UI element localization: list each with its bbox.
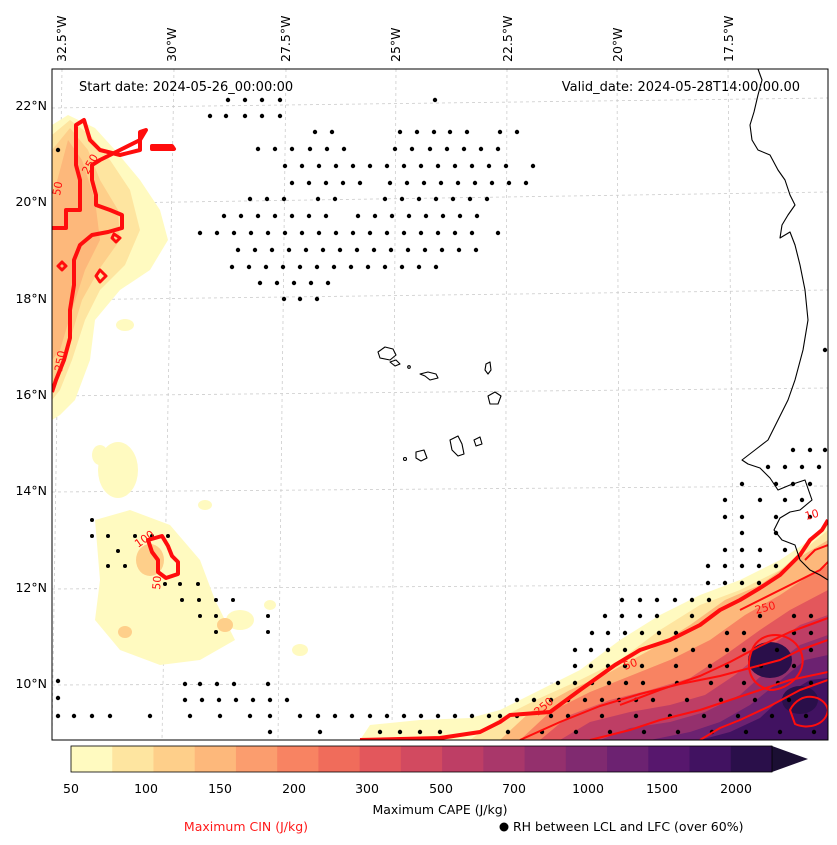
colorbar-tick-label: 50 (63, 781, 79, 796)
colorbar-cell (524, 746, 567, 772)
colorbar-cell (442, 746, 484, 772)
africa-coastline (741, 69, 828, 581)
lat-label: 18°N (15, 291, 47, 306)
lon-label: 22.5°W (500, 16, 515, 62)
lat-label: 12°N (15, 580, 47, 595)
colorbar-cell (483, 746, 526, 772)
cape-verde-island (487, 391, 502, 405)
colorbar-cell (235, 746, 278, 772)
lat-label: 14°N (15, 483, 47, 498)
rh-dots-southeast (497, 347, 828, 735)
cape-verde-island (415, 449, 428, 462)
colorbar-tick-label: 1000 (572, 781, 604, 796)
cape-verde-island (407, 365, 411, 369)
colorbar-tick-label: 300 (355, 781, 379, 796)
colorbar-cells (71, 746, 773, 772)
lat-label: 20°N (15, 194, 47, 209)
colorbar-cell (71, 746, 113, 772)
contour-label: 250 (52, 350, 68, 373)
colorbar-cell (153, 746, 196, 772)
cape-verde-island (402, 456, 408, 462)
lon-label: 27.5°W (278, 16, 293, 62)
rh-legend-label: RH between LCL and LFC (over 60%) (513, 819, 743, 834)
contour-label: 10 (803, 507, 820, 523)
lon-label: 32.5°W (54, 16, 69, 62)
colorbar-tick-label: 2000 (720, 781, 752, 796)
map-border (51, 68, 829, 741)
colorbar-title: Maximum CAPE (J/kg) (372, 802, 507, 817)
lat-label: 10°N (15, 676, 47, 691)
cape-verde-island (419, 371, 439, 381)
cin-legend-label: Maximum CIN (J/kg) (184, 819, 308, 834)
colorbar-cell (359, 746, 402, 772)
colorbar-cell (730, 746, 773, 772)
colorbar-cell (565, 746, 608, 772)
colorbar-cell (607, 746, 649, 772)
lat-label: 16°N (15, 387, 47, 402)
colorbar-cell (648, 746, 691, 772)
colorbar-cell (112, 746, 154, 772)
lon-label: 25°W (388, 27, 403, 62)
contour-label: 50 (150, 575, 164, 590)
longitude-labels: 32.5°W 30°W 27.5°W 25°W 22.5°W 20°W 17.5… (54, 16, 736, 62)
rh-legend-dot-icon (499, 822, 509, 832)
coastlines (377, 69, 828, 581)
colorbar-tick-label: 500 (429, 781, 453, 796)
cape-verde-island (473, 436, 483, 447)
lon-label: 20°W (610, 27, 625, 62)
lon-label: 30°W (164, 27, 179, 62)
colorbar-tick-label: 1500 (646, 781, 678, 796)
cape-verde-island (377, 346, 397, 361)
contour-label: 50 (50, 180, 65, 196)
colorbar-extend-arrow (772, 746, 808, 772)
cape-field-patches (92, 319, 308, 665)
colorbar-tick-label: 200 (282, 781, 306, 796)
lat-label: 22°N (15, 98, 47, 113)
colorbar: 50 100 150 200 300 500 700 1000 1500 200… (63, 745, 808, 817)
contour-label: 50 (622, 656, 640, 673)
colorbar-cell (318, 746, 361, 772)
latitude-labels: 22°N 20°N 18°N 16°N 14°N 12°N 10°N (15, 98, 47, 691)
rh-dots-north (55, 97, 536, 302)
colorbar-cell (194, 746, 237, 772)
colorbar-cell (400, 746, 443, 772)
colorbar-cell (277, 746, 319, 772)
cape-verde-island (449, 435, 465, 457)
colorbar-outline (70, 745, 773, 773)
colorbar-tick-label: 700 (502, 781, 526, 796)
contour-label: 250 (753, 599, 777, 617)
colorbar-ticks: 50 100 150 200 300 500 700 1000 1500 200… (63, 781, 752, 796)
rh-dots-west (55, 518, 492, 735)
colorbar-tick-label: 100 (134, 781, 158, 796)
cin-contours (52, 118, 828, 740)
cape-verde-island (389, 359, 401, 367)
legend: Maximum CIN (J/kg) RH between LCL and LF… (184, 819, 744, 834)
colorbar-tick-label: 150 (208, 781, 232, 796)
cape-verde-island (484, 361, 492, 375)
valid-date-label: Valid_date: 2024-05-28T14:00:00.00 (562, 80, 800, 95)
start-date-label: Start date: 2024-05-26_00:00:00 (79, 80, 293, 95)
colorbar-cell (689, 746, 732, 772)
lon-label: 17.5°W (721, 16, 736, 62)
